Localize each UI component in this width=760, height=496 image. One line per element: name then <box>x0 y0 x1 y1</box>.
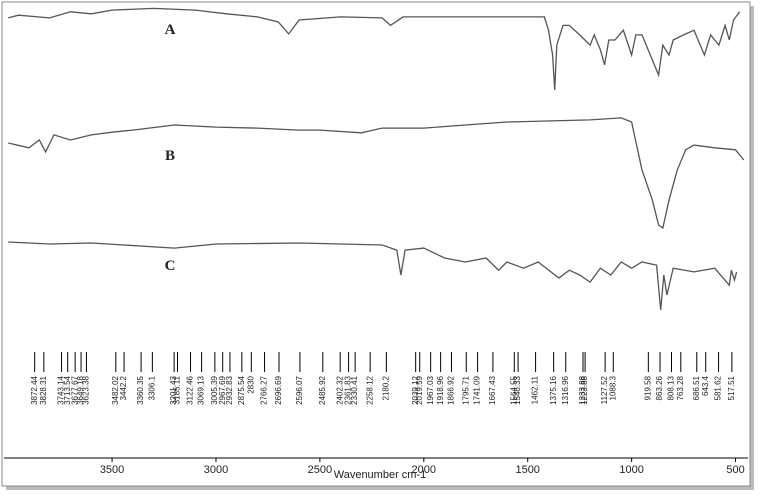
x-tick-label: 500 <box>726 464 744 476</box>
spectrum-line <box>8 117 745 230</box>
peak-label: 3442.2 <box>119 375 128 400</box>
peak-label: 1316.96 <box>561 375 570 404</box>
peak-label: 2330.41 <box>350 375 359 404</box>
peak-label: 686.51 <box>692 375 701 400</box>
peak-label: 1546.33 <box>513 375 522 404</box>
peak-label: 2830 <box>246 375 255 393</box>
peak-label: 1223.88 <box>580 375 589 404</box>
peak-label: 1667.43 <box>488 375 497 404</box>
peak-label: 1127.52 <box>600 375 609 404</box>
peak-label: 1088.3 <box>608 375 617 400</box>
x-axis-label: Wavenumber cm-1 <box>334 469 427 481</box>
peak-label: 3360.35 <box>136 375 145 404</box>
peak-label: 1462.11 <box>531 375 540 404</box>
x-tick-label: 3500 <box>100 464 124 476</box>
peak-label: 1741.09 <box>473 375 482 404</box>
peak-label: 2967.69 <box>218 375 227 404</box>
peak-label: 2932.83 <box>225 375 234 404</box>
peak-label: 1866.92 <box>447 375 456 404</box>
peak-label: 1795.71 <box>461 375 470 404</box>
peak-label: 3623.38 <box>82 375 91 404</box>
peak-label: 581.62 <box>714 375 723 400</box>
peak-label: 808.13 <box>667 375 676 400</box>
peak-label: 3482.02 <box>111 375 120 404</box>
spectrum-line <box>8 7 741 91</box>
peak-label: 3828.31 <box>39 375 48 404</box>
peak-label: 2180.2 <box>381 375 390 400</box>
peak-label: 643.4 <box>701 375 710 396</box>
peak-label: 3306.1 <box>147 375 156 400</box>
x-tick-label: 2500 <box>308 464 332 476</box>
x-tick-label: 3000 <box>204 464 228 476</box>
peak-label: 2596.07 <box>295 375 304 404</box>
frame <box>1 1 751 487</box>
peak-label: 3677.67 <box>70 375 79 404</box>
series-label: C <box>165 258 176 274</box>
peak-label: 517.51 <box>727 375 736 400</box>
series-label: B <box>165 148 175 164</box>
peak-label: 1233.88 <box>578 375 587 404</box>
x-tick-label: 1000 <box>619 464 643 476</box>
peak-label: 3069.13 <box>197 375 206 404</box>
series-label: A <box>165 22 176 38</box>
peak-label: 2039.12 <box>411 375 420 404</box>
peak-label: 1375.16 <box>549 375 558 404</box>
peak-label: 3122.46 <box>186 375 195 404</box>
peak-label: 3201.43 <box>169 375 178 404</box>
peak-label: 3872.44 <box>30 375 39 404</box>
peak-label: 2019.59 <box>415 375 424 404</box>
peak-label: 763.28 <box>676 375 685 400</box>
peak-label: 919.58 <box>643 375 652 400</box>
peak-label: 2258.12 <box>365 375 374 404</box>
peak-label: 2766.27 <box>260 375 269 404</box>
peak-label: 1564.55 <box>509 375 518 404</box>
peak-label: 863.26 <box>655 375 664 400</box>
peak-label: 2361.83 <box>344 375 353 404</box>
peak-label: 2875.54 <box>237 375 246 404</box>
peak-label: 3185.11 <box>173 375 182 404</box>
peak-label: 3649.18 <box>76 375 85 404</box>
x-tick-label: 2000 <box>412 464 436 476</box>
peak-label: 2485.92 <box>318 375 327 404</box>
peak-label: 3713.54 <box>63 375 72 404</box>
x-tick-label: 1500 <box>515 464 539 476</box>
spectrum-line <box>8 241 738 311</box>
peak-label: 3005.39 <box>210 375 219 404</box>
peak-label: 1967.03 <box>426 375 435 404</box>
peak-label: 2402.32 <box>335 375 344 404</box>
peak-label: 2696.69 <box>274 375 283 404</box>
peak-label: 3743.14 <box>57 375 66 404</box>
peak-label: 1918.96 <box>436 375 445 404</box>
